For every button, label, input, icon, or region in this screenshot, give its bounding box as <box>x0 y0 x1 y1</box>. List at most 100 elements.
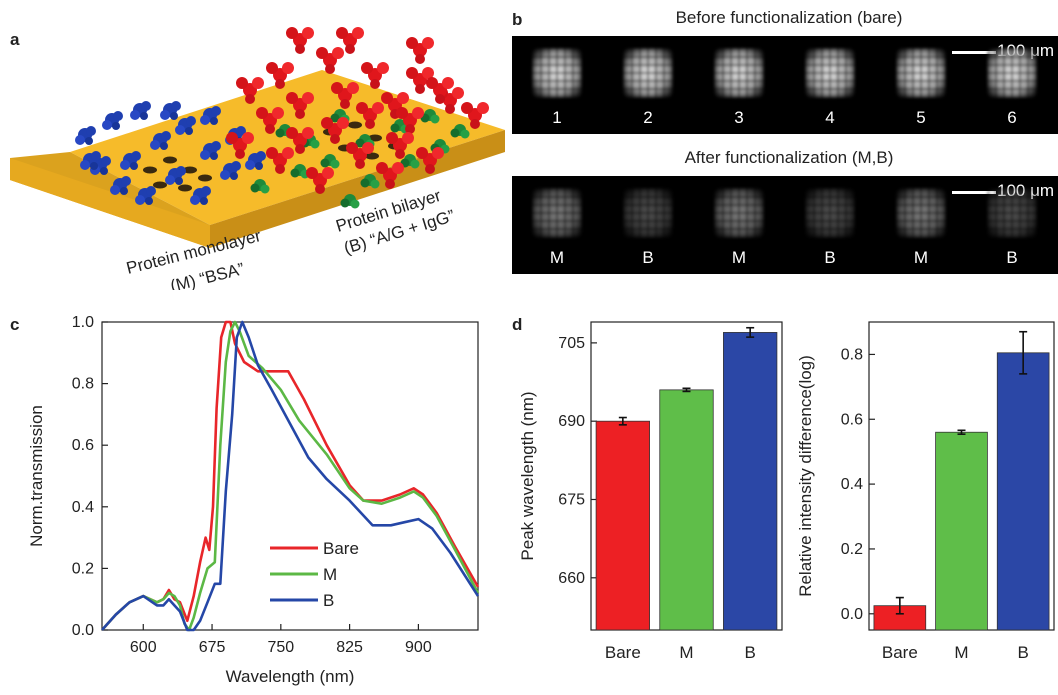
igg-protein-25 <box>406 37 434 64</box>
igg-protein-15 <box>346 142 374 169</box>
nanohole-7 <box>348 121 362 129</box>
after-image: 100 μm M B M B M B <box>512 176 1058 274</box>
nanohole-0 <box>143 166 157 174</box>
before-spot-6 <box>987 48 1037 98</box>
peak-y-tick-label-0: 660 <box>558 570 585 587</box>
peak-y-tick-label-3: 705 <box>558 335 585 352</box>
bsa-protein-2 <box>130 101 151 120</box>
ag-protein-7 <box>320 154 340 169</box>
before-label-6: 6 <box>1007 108 1017 127</box>
igg-protein-23 <box>336 27 364 54</box>
before-label-5: 5 <box>916 108 926 127</box>
peak-x-label-b: B <box>744 643 755 662</box>
panel-label-c: c <box>10 315 20 334</box>
bsa-protein-7 <box>200 141 221 160</box>
legend-label-b: B <box>323 591 334 610</box>
series-line-bare <box>101 320 480 631</box>
bsa-protein-8 <box>165 166 186 185</box>
after-label-2: B <box>642 248 654 267</box>
peak-y-axis-label: Peak wavelength (nm) <box>518 391 537 560</box>
peak-error-bar-bare <box>618 416 627 426</box>
before-title: Before functionalization (bare) <box>675 8 903 27</box>
igg-protein-4 <box>331 82 359 109</box>
after-label-5: M <box>913 248 929 267</box>
peak-bar-b <box>723 332 778 631</box>
igg-protein-9 <box>286 127 314 154</box>
x-tick-label-0: 600 <box>130 639 157 656</box>
bsa-protein-3 <box>150 131 171 150</box>
panel-label-a: a <box>10 30 20 49</box>
after-spot-1 <box>532 188 582 238</box>
nanohole-1 <box>163 156 177 164</box>
after-spot-6 <box>987 188 1037 238</box>
intensity-y-tick-label-3: 0.6 <box>841 411 863 428</box>
bsa-protein-6 <box>175 116 196 135</box>
igg-protein-20 <box>416 147 444 174</box>
intensity-bar-b <box>996 352 1050 631</box>
intensity-x-label-bare: Bare <box>882 643 918 662</box>
igg-protein-18 <box>376 162 404 189</box>
igg-protein-8 <box>436 87 464 114</box>
panel-label-d: d <box>512 315 523 334</box>
ag-protein-8 <box>360 174 380 189</box>
bsa-protein-10 <box>190 186 211 205</box>
igg-protein-7 <box>406 67 434 94</box>
before-spot-5 <box>896 48 946 98</box>
peak-x-label-m: M <box>679 643 693 662</box>
y-tick-label-1: 0.2 <box>72 560 94 577</box>
peak-x-label-bare: Bare <box>605 643 641 662</box>
igg-protein-2 <box>286 92 314 119</box>
peak-bar-m <box>659 389 714 631</box>
igg-protein-24 <box>286 27 314 54</box>
intensity-y-tick-label-4: 0.8 <box>841 346 863 363</box>
legend-label-bare: Bare <box>323 539 359 558</box>
before-spot-1 <box>532 48 582 98</box>
bilayer-protein-cluster <box>226 27 489 209</box>
nanohole-8 <box>368 134 382 142</box>
before-spot-4 <box>805 48 855 98</box>
bsa-protein-12 <box>110 176 131 195</box>
igg-protein-16 <box>386 132 414 159</box>
nanohole-2 <box>183 166 197 174</box>
protein-layer-schematic: Protein monolayer (M) “BSA” Protein bila… <box>10 27 505 290</box>
bsa-protein-0 <box>75 126 96 145</box>
intensity-y-tick-label-2: 0.4 <box>841 476 863 493</box>
after-label-6: B <box>1006 248 1018 267</box>
bsa-protein-cluster <box>75 101 402 205</box>
igg-protein-22 <box>226 132 254 159</box>
bsa-protein-1 <box>102 111 123 130</box>
nanohole-3 <box>153 181 167 189</box>
after-label-1: M <box>549 248 565 267</box>
series-line-b <box>101 320 480 632</box>
bsa-protein-4 <box>120 151 141 170</box>
after-label-3: M <box>731 248 747 267</box>
intensity-difference-chart: 0.0 0.2 0.4 0.6 0.8 Bare M B Relative intensity … <box>796 321 1055 662</box>
y-tick-label-3: 0.6 <box>72 437 94 454</box>
peak-error-bar-m <box>682 387 691 393</box>
intensity-y-axis-label: Relative intensity difference(log) <box>796 355 815 597</box>
bsa-protein-15 <box>160 101 181 120</box>
bsa-protein-16 <box>80 151 101 170</box>
x-tick-label-4: 900 <box>405 639 432 656</box>
intensity-error-bar-b <box>1019 330 1028 375</box>
bsa-protein-9 <box>135 186 156 205</box>
after-spot-5 <box>896 188 946 238</box>
x-tick-label-3: 825 <box>336 639 363 656</box>
y-tick-label-5: 1.0 <box>72 314 94 331</box>
ag-protein-13 <box>450 124 470 139</box>
x-axis-label: Wavelength (nm) <box>226 667 355 686</box>
intensity-x-label-b: B <box>1017 643 1028 662</box>
legend-label-m: M <box>323 565 337 584</box>
igg-protein-13 <box>426 77 454 104</box>
before-spot-2 <box>623 48 673 98</box>
after-label-4: B <box>824 248 836 267</box>
nanohole-5 <box>198 174 212 182</box>
nanohole-4 <box>178 184 192 192</box>
y-tick-label-4: 0.8 <box>72 376 94 393</box>
peak-bar-bare <box>595 420 650 631</box>
after-spot-4 <box>805 188 855 238</box>
intensity-error-bar-m <box>957 429 966 435</box>
before-label-1: 1 <box>552 108 562 127</box>
substrate-left-edge <box>10 158 210 248</box>
